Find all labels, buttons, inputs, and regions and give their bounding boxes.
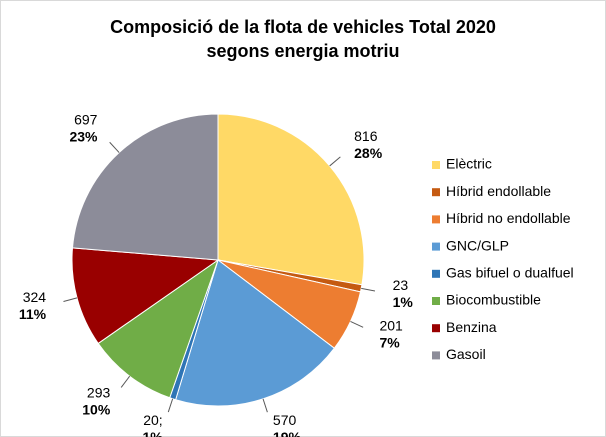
legend-swatch [432,269,440,278]
legend-label: Híbrid no endollable [446,210,571,226]
legend-label: Benzina [446,319,497,335]
leader-line [361,287,376,292]
legend-label: Elèctric [446,156,492,172]
data-label: 570 [273,412,297,428]
legend-swatch [432,161,440,169]
percent-label: 1% [142,429,163,437]
percent-label: 28% [354,145,383,161]
legend-swatch [432,242,440,251]
percent-label: 7% [379,335,400,351]
legend-swatch [432,188,440,197]
percent-label: 10% [82,401,111,417]
pie-slice [71,113,219,261]
legend-label: Gas bifuel o dualfuel [446,265,574,281]
legend-swatch [432,297,440,305]
legend-swatch [432,215,440,224]
pie-slice [71,247,220,345]
data-label: 201 [379,318,403,334]
legend-label: Gasoil [446,346,486,362]
leader-line [262,398,268,413]
leader-line [329,156,341,167]
leader-line [350,320,364,328]
percent-label: 19% [273,429,302,437]
leader-line [167,398,174,413]
chart-title: Composició de la flota de vehicles Total… [110,17,496,37]
data-label: 23 [393,277,409,293]
leader-line [120,375,131,388]
chart-title: segons energia motriu [206,41,399,61]
data-label: 697 [74,112,98,128]
data-label: 816 [354,128,378,144]
data-label: 324 [23,289,47,305]
pie-slice [217,113,365,286]
leader-line [109,141,120,153]
leader-line [63,297,78,303]
percent-label: 11% [19,306,47,322]
legend-label: Biocombustible [446,292,541,308]
percent-label: 23% [69,129,98,145]
legend-swatch [432,351,440,360]
data-label: 293 [87,384,111,400]
data-label: 20; [143,412,162,428]
percent-label: 1% [393,294,414,310]
legend-swatch [432,324,440,333]
legend-label: Híbrid endollable [446,183,551,199]
legend-label: GNC/GLP [446,237,509,253]
